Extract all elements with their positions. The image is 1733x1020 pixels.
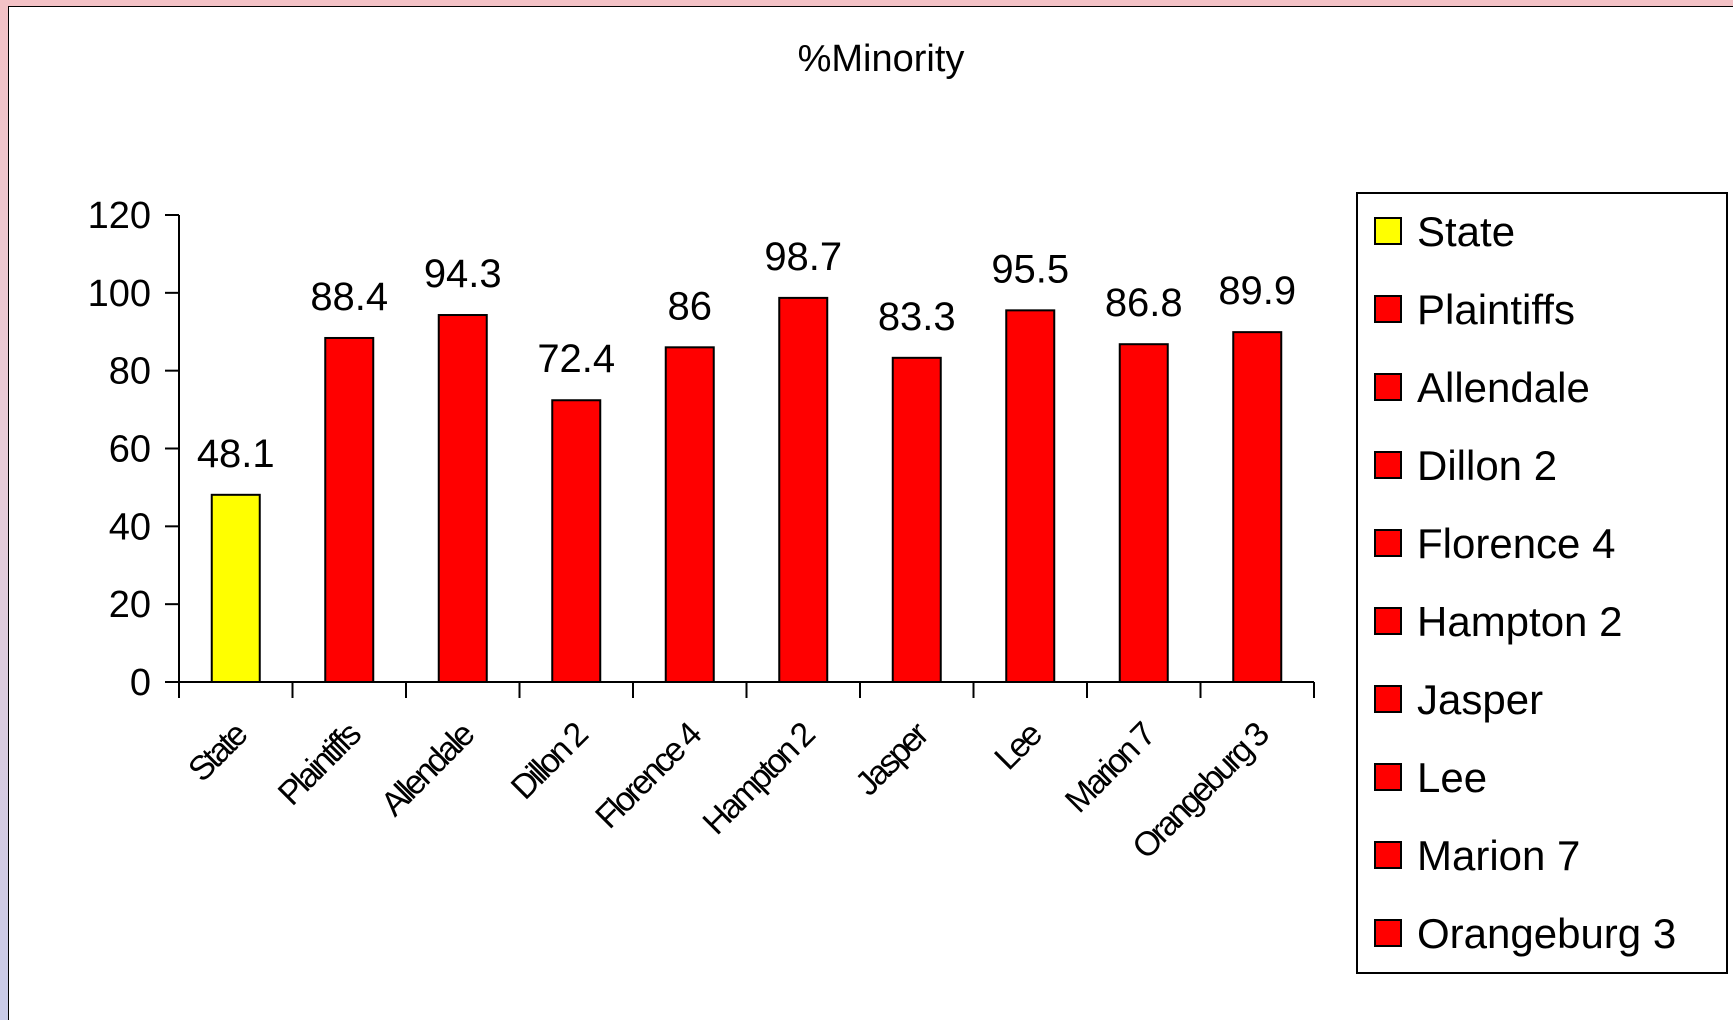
data-label: 94.3 <box>424 252 502 296</box>
x-tick-label: Florence 4 <box>588 715 709 836</box>
legend-swatch <box>1374 763 1402 791</box>
data-label: 72.4 <box>537 337 615 381</box>
legend-swatch <box>1374 295 1402 323</box>
legend-entry: Marion 7 <box>1417 832 1580 879</box>
x-tick-label: Plaintiffs <box>271 715 368 812</box>
y-tick-label: 60 <box>109 429 151 471</box>
y-tick-label: 0 <box>130 662 151 704</box>
y-tick-label: 80 <box>109 351 151 393</box>
data-label: 48.1 <box>197 432 275 476</box>
x-tick-label: Lee <box>987 715 1049 777</box>
legend-entry: Lee <box>1417 754 1487 801</box>
bar-allendale <box>437 314 488 683</box>
data-label: 98.7 <box>764 235 842 279</box>
legend-swatch <box>1374 841 1402 869</box>
legend-swatch <box>1374 919 1402 947</box>
legend-swatch <box>1374 373 1402 401</box>
y-tick-label: 20 <box>109 584 151 626</box>
bar-marion-7 <box>1118 343 1169 683</box>
data-label: 88.4 <box>310 275 388 319</box>
x-tick-label: Marion 7 <box>1058 715 1163 820</box>
data-label: 95.5 <box>991 247 1069 291</box>
legend-entry: Dillon 2 <box>1417 442 1557 489</box>
data-label: 86 <box>668 284 713 328</box>
legend-swatch <box>1374 451 1402 479</box>
bar-jasper <box>891 356 942 683</box>
legend-entry: Orangeburg 3 <box>1417 910 1676 957</box>
bar-hampton-2 <box>778 296 829 683</box>
bar-florence-4 <box>664 346 715 683</box>
axes: 0 20 40 60 80 100 120 <box>88 195 1315 704</box>
legend-swatch <box>1374 685 1402 713</box>
legend-swatch <box>1374 217 1402 245</box>
y-tick-label: 120 <box>88 195 151 237</box>
x-tick-label: Jasper <box>848 715 936 803</box>
bar-plaintiffs <box>324 336 375 683</box>
y-tick-label: 100 <box>88 273 151 315</box>
data-label: 89.9 <box>1218 269 1296 313</box>
x-tick-label: Hampton 2 <box>696 715 823 842</box>
legend-entry: Allendale <box>1417 364 1590 411</box>
bar-chart: %Minority 0 20 40 60 80 100 120 48.1 State 88.4 P… <box>88 38 1728 974</box>
bars: 48.1 State 88.4 Plaintiffs 94.3 Allendale 72.4… <box>181 235 1296 867</box>
legend-entry: Hampton 2 <box>1417 598 1622 645</box>
x-tick-label: Dillon 2 <box>504 715 596 807</box>
legend-box <box>1356 192 1728 974</box>
bar-state <box>210 493 261 683</box>
legend-swatch <box>1374 607 1402 635</box>
bar-lee <box>1005 309 1056 683</box>
chart-title: %Minority <box>798 38 965 80</box>
x-tick-label: State <box>181 715 255 789</box>
bar-orangeburg-3 <box>1232 331 1283 683</box>
chart-area: %Minority 0 20 40 60 80 100 120 48.1 State 88.4 P… <box>8 6 1733 1020</box>
y-tick-label: 40 <box>109 506 151 548</box>
legend-swatch <box>1374 529 1402 557</box>
data-label: 86.8 <box>1105 281 1183 325</box>
legend-entry: Florence 4 <box>1417 520 1615 567</box>
legend: State Plaintiffs Allendale Dillon 2 Florence… <box>1356 192 1728 974</box>
legend-entry: Jasper <box>1417 676 1543 723</box>
bar-dillon-2 <box>551 399 602 683</box>
data-label: 83.3 <box>878 295 956 339</box>
legend-entry: State <box>1417 208 1515 255</box>
x-tick-label: Allendale <box>374 715 482 823</box>
legend-entry: Plaintiffs <box>1417 286 1575 333</box>
